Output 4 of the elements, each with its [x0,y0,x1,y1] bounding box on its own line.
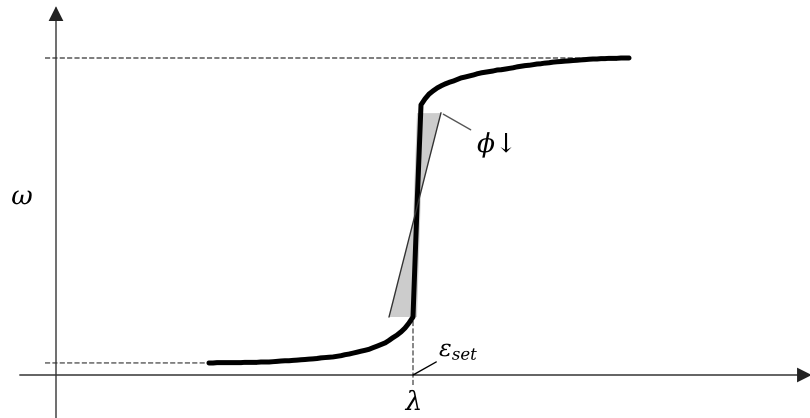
annotation: ϕ↓ [478,132,512,158]
y-axis-title: ω [12,190,32,204]
x-axis-title: λ [404,390,420,410]
annotation: ε$_{set}$ [440,344,477,360]
